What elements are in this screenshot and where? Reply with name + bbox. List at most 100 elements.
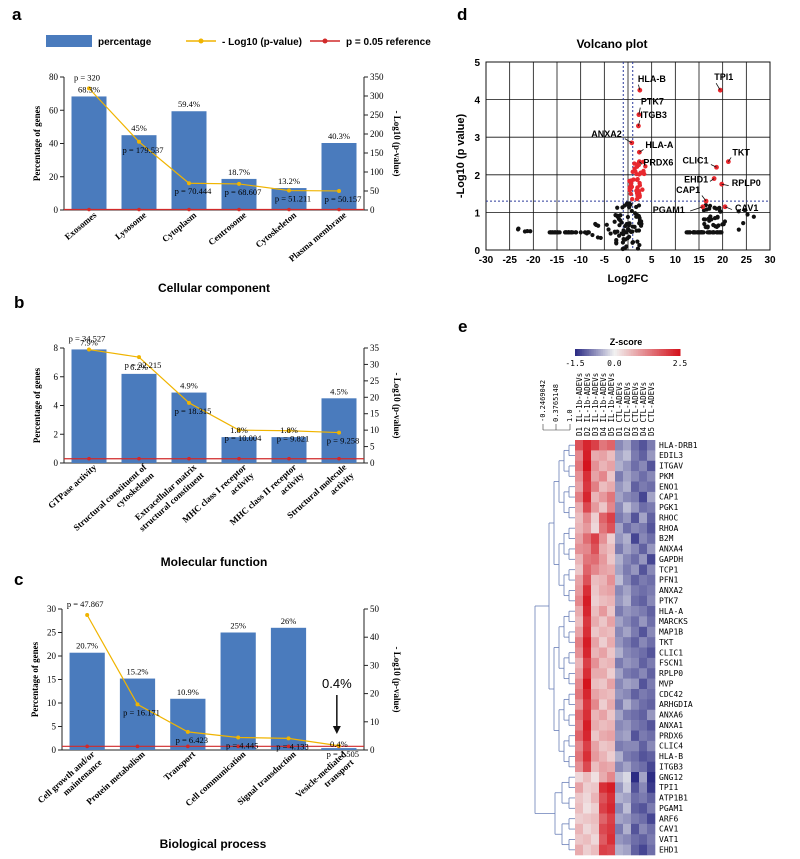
label-leader: [701, 195, 707, 202]
heat-cell: [631, 460, 640, 472]
volcano-point: [608, 231, 613, 236]
heat-cell: [623, 606, 632, 617]
bar-value-label: 0.4%: [330, 739, 348, 749]
heat-cell: [575, 720, 584, 731]
scale-segment: [618, 349, 621, 356]
volcano-point: [712, 215, 718, 221]
dendro-scale-label: 0.3765148: [552, 384, 560, 422]
volcano-point: [635, 212, 640, 218]
volcano-point: [621, 232, 626, 237]
pvalue-label: p = 51.211: [275, 194, 311, 204]
heat-cell: [575, 533, 584, 545]
volcano-point: [550, 230, 555, 235]
heat-cell: [599, 606, 608, 617]
heat-cell: [615, 709, 624, 721]
x-tick-label: 25: [741, 255, 753, 266]
row-label: PTK7: [659, 596, 678, 605]
bar: [170, 698, 206, 750]
heat-cell: [583, 543, 592, 555]
heat-cell: [647, 585, 656, 596]
heat-cell: [639, 647, 648, 659]
heat-cell: [583, 751, 592, 762]
bar-value-label: 4.5%: [330, 386, 348, 396]
bar-value-label: 26%: [281, 616, 297, 626]
heat-cell: [599, 564, 608, 576]
row-label: ITGAV: [659, 462, 683, 471]
y-tick-label: 0: [52, 745, 57, 755]
heat-cell: [583, 450, 592, 462]
pvalue-marker: [137, 139, 141, 144]
volcano-point: [742, 208, 747, 213]
x-tick-label: 30: [764, 255, 776, 266]
volcano-point: [614, 238, 619, 243]
scale-segment: [650, 349, 653, 356]
volcano-point: [622, 203, 627, 208]
reference-marker: [187, 207, 191, 212]
heat-cell: [575, 740, 584, 752]
y2-tick-label: 100: [370, 167, 384, 177]
heat-cell: [631, 533, 640, 545]
heat-cell: [639, 481, 648, 493]
heat-cell: [615, 699, 624, 711]
volcano-point: [751, 214, 756, 219]
scale-segment: [576, 349, 579, 356]
column-label: D2 IL-1b-ADEVs: [583, 373, 592, 436]
heat-cell: [599, 637, 608, 648]
heat-cell: [623, 533, 632, 545]
volcano-point: [622, 246, 627, 251]
heat-cell: [599, 740, 608, 752]
scale-segment: [580, 349, 583, 356]
heat-cell: [631, 564, 640, 576]
heat-cell: [591, 761, 600, 773]
heat-cell: [639, 554, 648, 565]
heat-cell: [591, 730, 600, 742]
row-label: PGK1: [659, 503, 678, 512]
heat-cell: [583, 471, 592, 482]
x-tick-label: 0: [625, 255, 631, 266]
heat-cell: [599, 782, 608, 794]
point-label: ANXA2: [591, 129, 622, 139]
column-label: D5 CTL-ADEVs: [647, 382, 656, 436]
heat-cell: [615, 471, 624, 482]
heat-cell: [583, 564, 592, 576]
y2-tick-label: 0: [370, 458, 375, 468]
panel-letter-e: e: [458, 317, 467, 336]
scale-segment: [666, 349, 669, 356]
panel-d-volcano-plot: Volcano plot -30 -25 -20 -15 -10 -5 0 5 10 15 20 25…: [455, 37, 776, 285]
volcano-point-significant: [640, 187, 645, 192]
volcano-point: [584, 231, 589, 236]
volcano-point: [736, 227, 741, 232]
panel-letter-a: a: [12, 5, 22, 24]
reference-marker: [137, 207, 141, 212]
volcano-point: [578, 230, 583, 235]
column-label: D3 CTL-ADEVs: [631, 382, 640, 436]
heat-cell: [647, 792, 656, 804]
volcano-point: [632, 224, 637, 229]
reference-marker: [236, 744, 240, 749]
x-tick-label: -30: [479, 255, 494, 266]
row-label: MAP1B: [659, 628, 683, 637]
heat-cell: [623, 844, 632, 856]
scale-segment: [629, 349, 632, 356]
scale-segment: [592, 349, 595, 356]
label-leader: [715, 82, 721, 91]
heat-cell: [615, 792, 624, 804]
heat-cell: [623, 803, 632, 814]
heat-cell: [607, 606, 616, 617]
y-tick-label: 2: [54, 429, 59, 439]
heat-cell: [599, 803, 608, 814]
heat-cell: [575, 460, 584, 472]
volcano-point: [604, 222, 609, 227]
bar-value-label: 15.2%: [127, 667, 149, 677]
label-leader: [624, 138, 632, 144]
pvalue-marker: [236, 735, 241, 740]
label-leader: [638, 84, 641, 91]
heat-cell: [623, 574, 632, 586]
point-label: CAV1: [735, 203, 758, 213]
heat-cell: [631, 657, 640, 669]
heat-cell: [639, 657, 648, 669]
pvalue-label: p = 10.004: [225, 433, 262, 443]
reference-marker: [237, 456, 241, 461]
heat-cell: [615, 502, 624, 513]
x-tick-label: 20: [717, 255, 729, 266]
